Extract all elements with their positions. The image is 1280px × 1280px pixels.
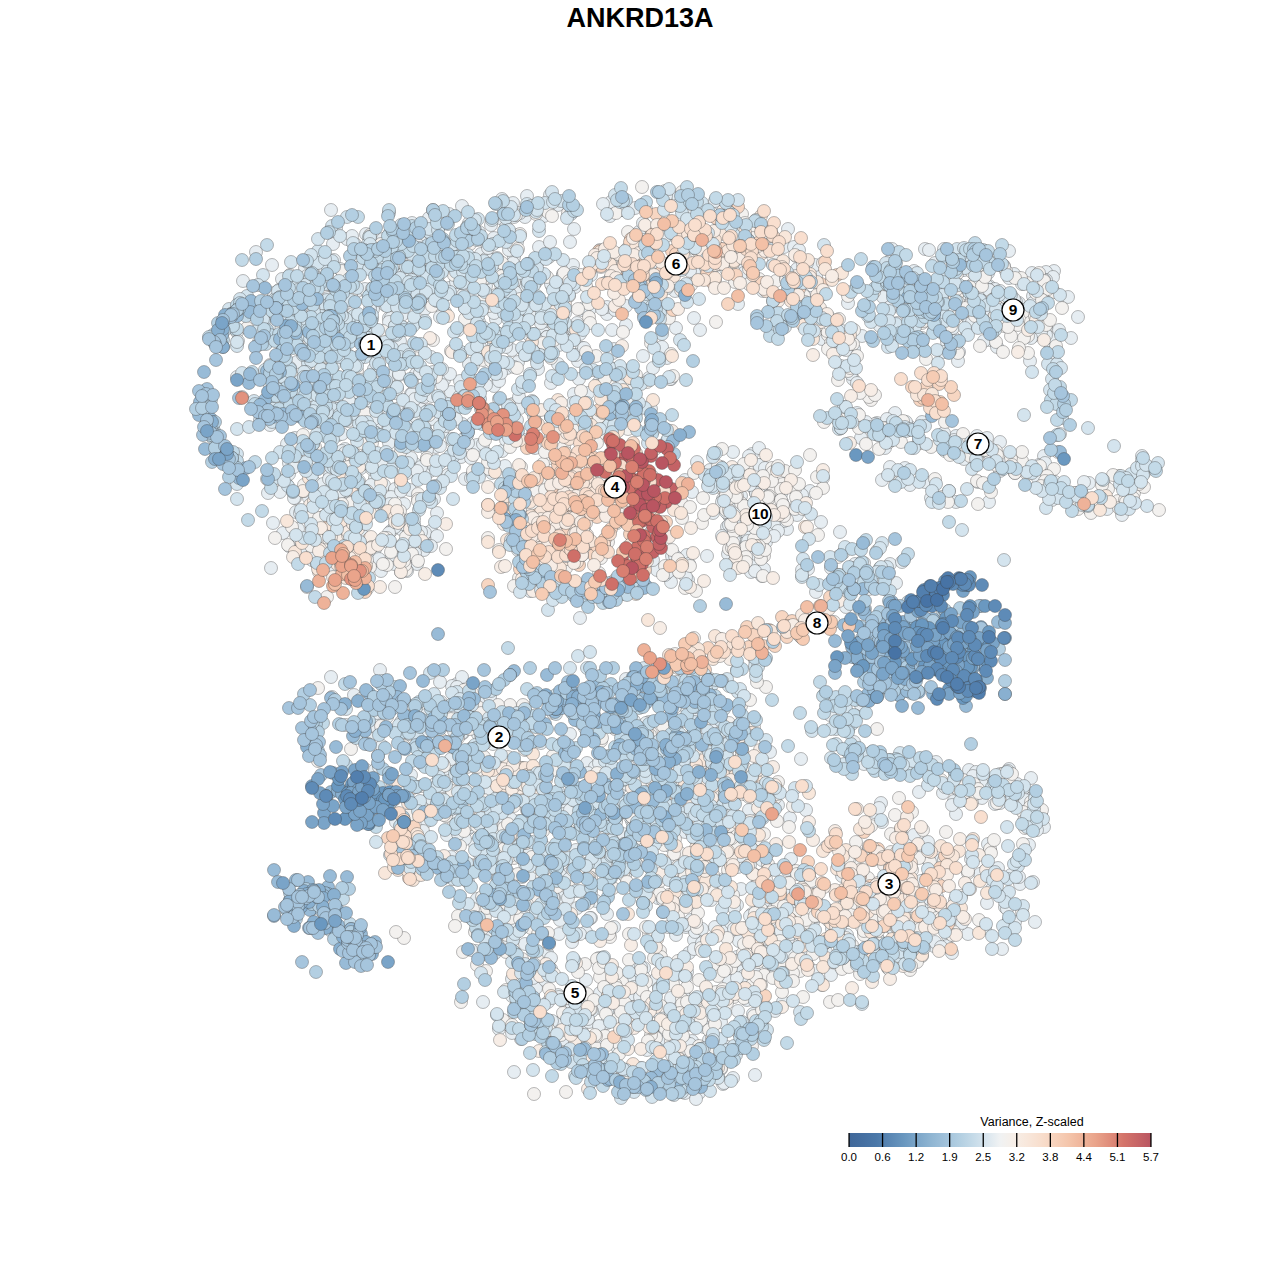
svg-text:1.2: 1.2 — [908, 1151, 924, 1163]
svg-text:5.1: 5.1 — [1109, 1151, 1125, 1163]
svg-text:3.8: 3.8 — [1042, 1151, 1058, 1163]
svg-text:3.2: 3.2 — [1009, 1151, 1025, 1163]
svg-text:9: 9 — [1009, 301, 1018, 318]
svg-text:0.0: 0.0 — [841, 1151, 857, 1163]
svg-text:10: 10 — [751, 505, 768, 522]
svg-text:Variance, Z-scaled: Variance, Z-scaled — [980, 1115, 1083, 1129]
svg-text:4: 4 — [611, 478, 620, 495]
svg-text:3: 3 — [885, 875, 894, 892]
svg-text:1.9: 1.9 — [942, 1151, 958, 1163]
svg-text:4.4: 4.4 — [1076, 1151, 1093, 1163]
svg-text:0.6: 0.6 — [875, 1151, 891, 1163]
svg-text:1: 1 — [367, 336, 376, 353]
svg-text:7: 7 — [974, 435, 983, 452]
svg-text:5.7: 5.7 — [1143, 1151, 1159, 1163]
svg-text:2: 2 — [495, 728, 504, 745]
svg-text:5: 5 — [571, 984, 580, 1001]
svg-text:6: 6 — [672, 255, 681, 272]
svg-text:8: 8 — [813, 614, 822, 631]
svg-text:2.5: 2.5 — [975, 1151, 991, 1163]
svg-text:ANKRD13A: ANKRD13A — [566, 3, 713, 33]
